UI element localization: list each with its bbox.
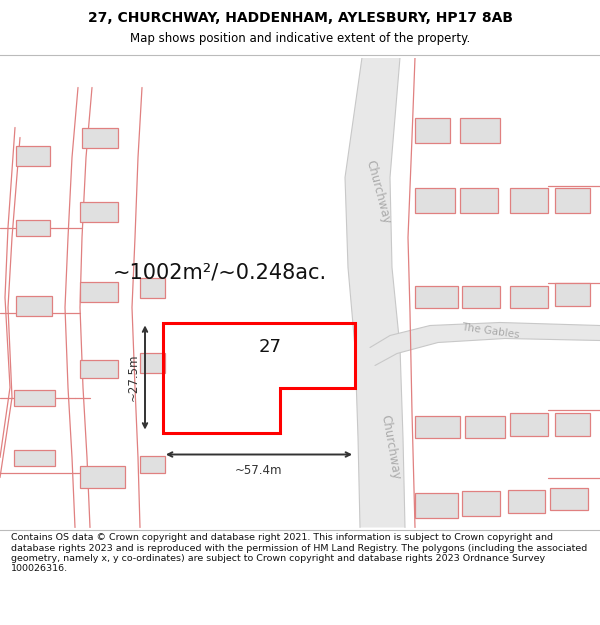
Text: The Gables: The Gables	[460, 322, 520, 341]
Polygon shape	[555, 412, 590, 436]
Polygon shape	[370, 322, 600, 366]
Polygon shape	[16, 219, 50, 236]
Polygon shape	[415, 286, 458, 308]
Polygon shape	[460, 118, 500, 142]
Text: Map shows position and indicative extent of the property.: Map shows position and indicative extent…	[130, 32, 470, 45]
Polygon shape	[415, 118, 450, 142]
Polygon shape	[510, 188, 548, 213]
Polygon shape	[14, 389, 55, 406]
Polygon shape	[550, 488, 588, 509]
Polygon shape	[80, 201, 118, 221]
Polygon shape	[415, 416, 460, 437]
Polygon shape	[510, 286, 548, 308]
Polygon shape	[465, 416, 505, 437]
Text: Churchway: Churchway	[378, 414, 402, 481]
Polygon shape	[80, 359, 118, 378]
Polygon shape	[462, 491, 500, 516]
Polygon shape	[16, 296, 52, 316]
Text: ~57.4m: ~57.4m	[235, 464, 283, 478]
Text: Contains OS data © Crown copyright and database right 2021. This information is : Contains OS data © Crown copyright and d…	[11, 533, 587, 573]
Text: Churchway: Churchway	[363, 159, 393, 226]
Polygon shape	[415, 492, 458, 518]
Polygon shape	[555, 282, 590, 306]
Text: 27: 27	[259, 339, 281, 356]
Polygon shape	[345, 58, 405, 528]
Polygon shape	[140, 456, 165, 472]
Polygon shape	[555, 188, 590, 213]
Polygon shape	[82, 127, 118, 148]
Polygon shape	[415, 188, 455, 213]
Polygon shape	[460, 188, 498, 213]
Polygon shape	[508, 489, 545, 512]
Text: 27, CHURCHWAY, HADDENHAM, AYLESBURY, HP17 8AB: 27, CHURCHWAY, HADDENHAM, AYLESBURY, HP1…	[88, 11, 512, 24]
Polygon shape	[80, 281, 118, 301]
Polygon shape	[462, 286, 500, 308]
Text: ~1002m²/~0.248ac.: ~1002m²/~0.248ac.	[113, 262, 327, 282]
Text: ~27.5m: ~27.5m	[127, 354, 140, 401]
Polygon shape	[510, 412, 548, 436]
Polygon shape	[140, 352, 165, 372]
Polygon shape	[80, 466, 125, 488]
Polygon shape	[14, 449, 55, 466]
Polygon shape	[16, 146, 50, 166]
Polygon shape	[140, 278, 165, 298]
